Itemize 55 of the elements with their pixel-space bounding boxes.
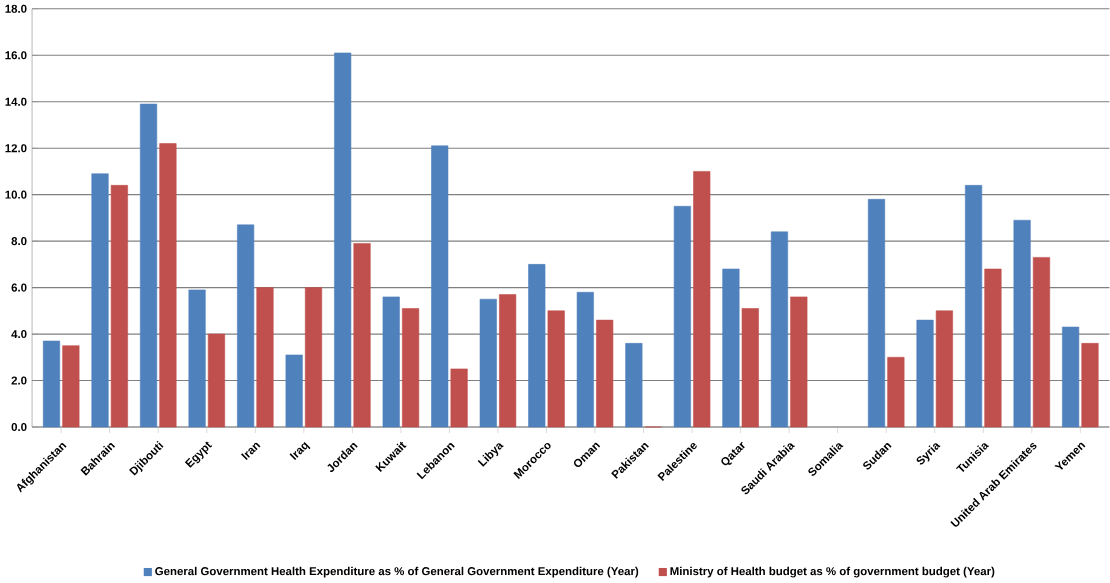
bar [916, 319, 934, 428]
bar [285, 354, 303, 428]
y-tick-label: 6.0 [11, 283, 27, 292]
bar [1081, 343, 1099, 428]
bar [547, 310, 565, 428]
bar [965, 185, 983, 428]
bar [479, 298, 497, 428]
bar [673, 206, 691, 428]
bar [625, 343, 643, 428]
bar [334, 52, 352, 428]
bar [304, 287, 323, 428]
x-tick-label: Iran [241, 442, 261, 461]
bar [91, 173, 109, 428]
legend-label: General Government Health Expenditure as % of General Government Expenditure (Year) [155, 566, 639, 578]
bar [237, 224, 255, 428]
bar [188, 289, 206, 428]
bar [722, 268, 740, 428]
bar [256, 287, 274, 428]
bar [596, 319, 614, 428]
bar [207, 333, 226, 428]
bar [741, 308, 759, 428]
y-tick-label: 8.0 [11, 237, 27, 246]
bar [1062, 326, 1080, 428]
bar [867, 199, 886, 428]
bar [140, 103, 158, 428]
bar [499, 294, 517, 428]
bar [450, 368, 468, 428]
y-tick-label: 16.0 [5, 51, 27, 60]
bar [935, 310, 953, 428]
y-tick-label: 2.0 [11, 376, 27, 385]
bar [984, 268, 1002, 428]
bar [1013, 219, 1031, 428]
bar [110, 185, 128, 428]
x-tick-label: Iraq [289, 442, 311, 461]
bar [693, 171, 711, 428]
bar [528, 264, 546, 428]
bar [353, 243, 371, 428]
y-tick-label: 4.0 [11, 330, 27, 339]
bar [42, 340, 61, 428]
y-tick-label: 14.0 [5, 97, 27, 106]
y-tick-label: 12.0 [5, 144, 27, 153]
bar [382, 296, 400, 428]
bar [576, 291, 594, 428]
bar [790, 296, 808, 428]
y-tick-label: 0.0 [11, 422, 27, 432]
bar [402, 308, 420, 428]
bar [770, 231, 788, 428]
y-tick-label: 18.0 [5, 4, 27, 13]
bar [431, 145, 449, 428]
y-tick-label: 10.0 [5, 190, 27, 199]
bar [62, 345, 80, 428]
bar [1032, 257, 1051, 428]
legend-label: Ministry of Health budget as % of government budget (Year) [670, 566, 995, 578]
bar [887, 357, 905, 428]
bar [159, 143, 177, 428]
